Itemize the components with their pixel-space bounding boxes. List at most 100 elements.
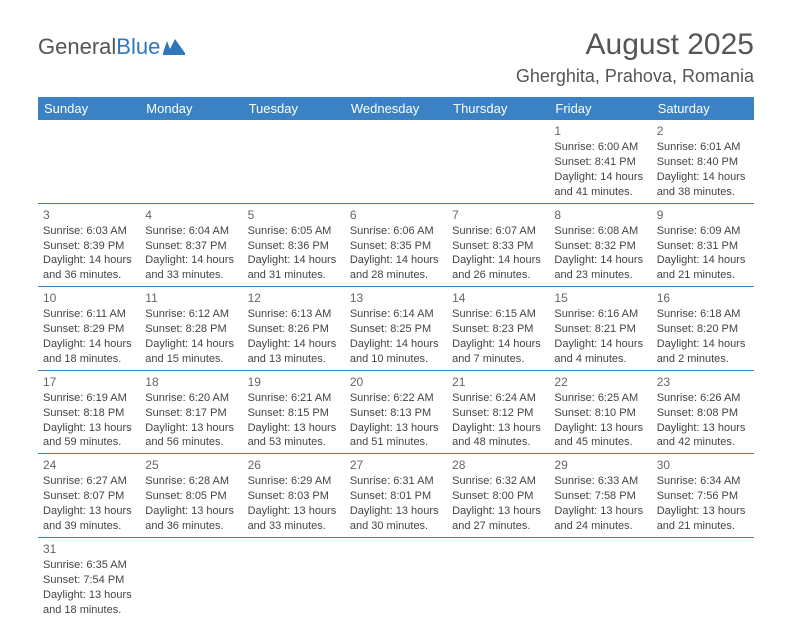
day-number: 1 <box>554 123 646 139</box>
day-info: Sunrise: 6:35 AMSunset: 7:54 PMDaylight:… <box>43 558 135 617</box>
calendar-cell: 13Sunrise: 6:14 AMSunset: 8:25 PMDayligh… <box>345 287 447 371</box>
day-info-line: and 21 minutes. <box>657 519 749 534</box>
day-info-line: Sunrise: 6:33 AM <box>554 474 646 489</box>
day-info: Sunrise: 6:08 AMSunset: 8:32 PMDaylight:… <box>554 224 646 283</box>
calendar-cell: 25Sunrise: 6:28 AMSunset: 8:05 PMDayligh… <box>140 454 242 538</box>
day-info-line: Daylight: 14 hours <box>554 253 646 268</box>
day-number: 22 <box>554 374 646 390</box>
day-number: 21 <box>452 374 544 390</box>
day-info-line: Sunset: 8:12 PM <box>452 406 544 421</box>
day-info: Sunrise: 6:16 AMSunset: 8:21 PMDaylight:… <box>554 307 646 366</box>
day-info-line: and 48 minutes. <box>452 435 544 450</box>
day-number: 16 <box>657 290 749 306</box>
day-info: Sunrise: 6:28 AMSunset: 8:05 PMDaylight:… <box>145 474 237 533</box>
day-number: 17 <box>43 374 135 390</box>
day-info-line: and 39 minutes. <box>43 519 135 534</box>
day-info-line: Daylight: 13 hours <box>452 421 544 436</box>
day-info: Sunrise: 6:04 AMSunset: 8:37 PMDaylight:… <box>145 224 237 283</box>
day-info-line: and 18 minutes. <box>43 603 135 618</box>
day-number: 2 <box>657 123 749 139</box>
logo-flag-icon <box>163 39 185 55</box>
day-info-line: and 24 minutes. <box>554 519 646 534</box>
day-info-line: and 4 minutes. <box>554 352 646 367</box>
day-info-line: Daylight: 13 hours <box>248 421 340 436</box>
day-number: 23 <box>657 374 749 390</box>
day-info: Sunrise: 6:03 AMSunset: 8:39 PMDaylight:… <box>43 224 135 283</box>
day-info-line: Sunset: 8:01 PM <box>350 489 442 504</box>
day-info-line: and 53 minutes. <box>248 435 340 450</box>
day-info: Sunrise: 6:05 AMSunset: 8:36 PMDaylight:… <box>248 224 340 283</box>
day-info-line: Daylight: 13 hours <box>145 421 237 436</box>
day-info-line: and 23 minutes. <box>554 268 646 283</box>
day-info: Sunrise: 6:07 AMSunset: 8:33 PMDaylight:… <box>452 224 544 283</box>
day-info-line: and 33 minutes. <box>248 519 340 534</box>
calendar-cell <box>447 537 549 620</box>
day-info-line: Sunset: 8:32 PM <box>554 239 646 254</box>
day-info-line: and 36 minutes. <box>43 268 135 283</box>
day-info-line: Sunrise: 6:12 AM <box>145 307 237 322</box>
day-info: Sunrise: 6:34 AMSunset: 7:56 PMDaylight:… <box>657 474 749 533</box>
day-info-line: and 45 minutes. <box>554 435 646 450</box>
day-number: 13 <box>350 290 442 306</box>
calendar-cell <box>652 537 754 620</box>
day-info-line: Sunset: 8:10 PM <box>554 406 646 421</box>
day-info-line: Sunset: 8:05 PM <box>145 489 237 504</box>
day-info-line: Sunrise: 6:34 AM <box>657 474 749 489</box>
calendar-cell: 7Sunrise: 6:07 AMSunset: 8:33 PMDaylight… <box>447 203 549 287</box>
calendar-page: GeneralBlue August 2025 Gherghita, Praho… <box>0 0 792 640</box>
calendar-cell <box>345 537 447 620</box>
calendar-cell: 3Sunrise: 6:03 AMSunset: 8:39 PMDaylight… <box>38 203 140 287</box>
month-title: August 2025 <box>516 28 754 62</box>
day-info-line: Sunset: 7:58 PM <box>554 489 646 504</box>
day-info-line: and 51 minutes. <box>350 435 442 450</box>
calendar-week-row: 1Sunrise: 6:00 AMSunset: 8:41 PMDaylight… <box>38 120 754 203</box>
calendar-cell: 23Sunrise: 6:26 AMSunset: 8:08 PMDayligh… <box>652 370 754 454</box>
day-info-line: and 15 minutes. <box>145 352 237 367</box>
day-info: Sunrise: 6:27 AMSunset: 8:07 PMDaylight:… <box>43 474 135 533</box>
day-info-line: Sunset: 8:18 PM <box>43 406 135 421</box>
day-info-line: Sunrise: 6:26 AM <box>657 391 749 406</box>
day-info-line: Sunrise: 6:29 AM <box>248 474 340 489</box>
day-number: 24 <box>43 457 135 473</box>
calendar-cell: 30Sunrise: 6:34 AMSunset: 7:56 PMDayligh… <box>652 454 754 538</box>
calendar-cell: 9Sunrise: 6:09 AMSunset: 8:31 PMDaylight… <box>652 203 754 287</box>
calendar-cell: 19Sunrise: 6:21 AMSunset: 8:15 PMDayligh… <box>243 370 345 454</box>
calendar-cell: 10Sunrise: 6:11 AMSunset: 8:29 PMDayligh… <box>38 287 140 371</box>
day-info-line: Sunset: 8:28 PM <box>145 322 237 337</box>
calendar-week-row: 31Sunrise: 6:35 AMSunset: 7:54 PMDayligh… <box>38 537 754 620</box>
day-number: 10 <box>43 290 135 306</box>
day-info-line: Sunrise: 6:05 AM <box>248 224 340 239</box>
weekday-header: Saturday <box>652 97 754 120</box>
day-info-line: Sunset: 8:21 PM <box>554 322 646 337</box>
day-info: Sunrise: 6:29 AMSunset: 8:03 PMDaylight:… <box>248 474 340 533</box>
day-info-line: Sunrise: 6:18 AM <box>657 307 749 322</box>
calendar-cell: 28Sunrise: 6:32 AMSunset: 8:00 PMDayligh… <box>447 454 549 538</box>
calendar-cell: 31Sunrise: 6:35 AMSunset: 7:54 PMDayligh… <box>38 537 140 620</box>
day-info-line: Sunrise: 6:04 AM <box>145 224 237 239</box>
header: GeneralBlue August 2025 Gherghita, Praho… <box>38 28 754 87</box>
day-info-line: Daylight: 13 hours <box>43 504 135 519</box>
calendar-cell: 5Sunrise: 6:05 AMSunset: 8:36 PMDaylight… <box>243 203 345 287</box>
day-info: Sunrise: 6:06 AMSunset: 8:35 PMDaylight:… <box>350 224 442 283</box>
day-info-line: Sunset: 8:36 PM <box>248 239 340 254</box>
day-info-line: Sunrise: 6:00 AM <box>554 140 646 155</box>
day-info-line: Sunrise: 6:27 AM <box>43 474 135 489</box>
day-info-line: Sunset: 8:13 PM <box>350 406 442 421</box>
calendar-cell <box>345 120 447 203</box>
day-info-line: Daylight: 14 hours <box>452 253 544 268</box>
day-info-line: Sunset: 8:17 PM <box>145 406 237 421</box>
location-text: Gherghita, Prahova, Romania <box>516 66 754 87</box>
calendar-week-row: 3Sunrise: 6:03 AMSunset: 8:39 PMDaylight… <box>38 203 754 287</box>
day-info-line: Daylight: 14 hours <box>657 337 749 352</box>
day-info-line: Sunrise: 6:13 AM <box>248 307 340 322</box>
day-number: 19 <box>248 374 340 390</box>
day-info-line: Sunrise: 6:09 AM <box>657 224 749 239</box>
weekday-header: Tuesday <box>243 97 345 120</box>
day-info-line: Sunset: 8:00 PM <box>452 489 544 504</box>
day-number: 11 <box>145 290 237 306</box>
day-info-line: Daylight: 13 hours <box>452 504 544 519</box>
day-info: Sunrise: 6:14 AMSunset: 8:25 PMDaylight:… <box>350 307 442 366</box>
day-info-line: Daylight: 13 hours <box>145 504 237 519</box>
day-info-line: Sunset: 8:25 PM <box>350 322 442 337</box>
calendar-cell: 18Sunrise: 6:20 AMSunset: 8:17 PMDayligh… <box>140 370 242 454</box>
